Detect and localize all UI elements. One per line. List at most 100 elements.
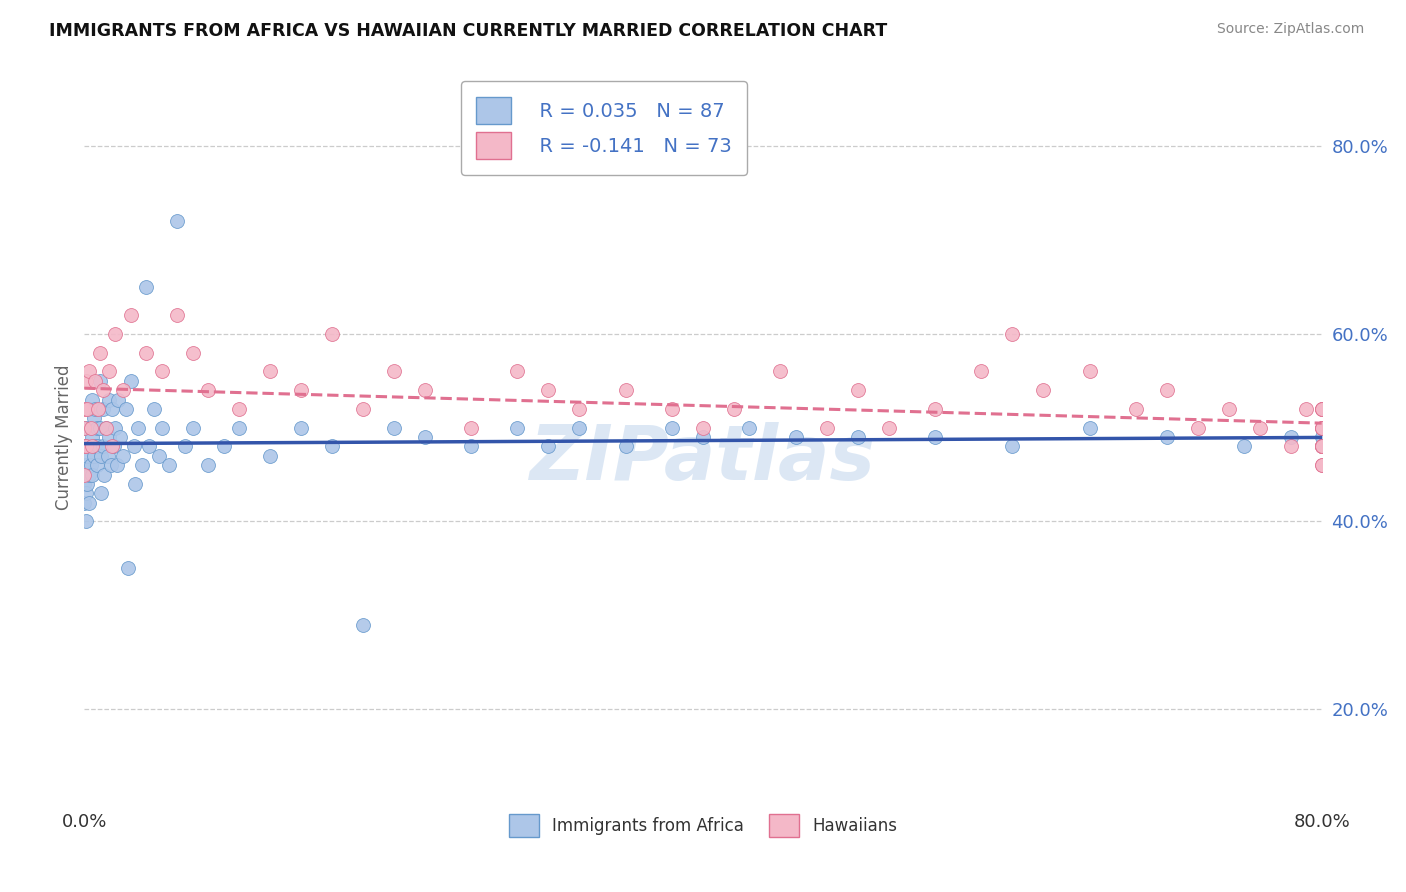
Point xyxy=(1279,430,1302,444)
Point xyxy=(75,458,97,473)
Point xyxy=(661,420,683,434)
Point xyxy=(1310,420,1333,434)
Point xyxy=(150,420,173,434)
Point xyxy=(723,401,745,416)
Point xyxy=(846,383,869,397)
Point xyxy=(101,401,124,416)
Point xyxy=(321,326,343,341)
Point xyxy=(1310,440,1333,454)
Text: ZIPatlas: ZIPatlas xyxy=(530,422,876,496)
Point xyxy=(460,420,482,434)
Point xyxy=(104,420,127,434)
Point xyxy=(1032,383,1054,397)
Point xyxy=(321,440,343,454)
Legend: Immigrants from Africa, Hawaiians: Immigrants from Africa, Hawaiians xyxy=(501,805,905,846)
Point xyxy=(79,420,101,434)
Point xyxy=(1125,401,1147,416)
Point xyxy=(614,440,637,454)
Point xyxy=(568,401,591,416)
Point xyxy=(82,440,104,454)
Point xyxy=(96,449,118,463)
Point xyxy=(181,345,204,359)
Point xyxy=(84,440,107,454)
Point xyxy=(120,374,142,388)
Point xyxy=(1310,440,1333,454)
Point xyxy=(105,458,128,473)
Point xyxy=(924,401,946,416)
Point xyxy=(76,401,98,416)
Point xyxy=(73,496,96,510)
Point xyxy=(1001,326,1024,341)
Point xyxy=(135,280,157,294)
Point xyxy=(382,364,405,378)
Point xyxy=(1310,440,1333,454)
Point xyxy=(924,430,946,444)
Point xyxy=(76,477,98,491)
Point xyxy=(1310,401,1333,416)
Point xyxy=(1310,458,1333,473)
Point xyxy=(1078,364,1101,378)
Point xyxy=(785,430,807,444)
Point xyxy=(259,449,281,463)
Point xyxy=(382,420,405,434)
Point xyxy=(94,420,117,434)
Point xyxy=(89,420,111,434)
Point xyxy=(413,383,436,397)
Point xyxy=(87,440,110,454)
Point xyxy=(148,449,170,463)
Point xyxy=(537,440,560,454)
Point xyxy=(352,401,374,416)
Point xyxy=(89,374,111,388)
Point xyxy=(159,458,180,473)
Point xyxy=(75,515,97,529)
Point xyxy=(1310,440,1333,454)
Point xyxy=(815,420,838,434)
Point xyxy=(846,430,869,444)
Point xyxy=(73,467,96,482)
Point xyxy=(98,392,121,407)
Point xyxy=(197,458,219,473)
Point xyxy=(82,467,104,482)
Point xyxy=(212,440,235,454)
Point xyxy=(1156,430,1178,444)
Point xyxy=(83,411,105,425)
Point xyxy=(1233,440,1256,454)
Point xyxy=(1310,440,1333,454)
Point xyxy=(150,364,173,378)
Point xyxy=(769,364,792,378)
Point xyxy=(460,440,482,454)
Point xyxy=(107,392,129,407)
Point xyxy=(90,486,112,500)
Point xyxy=(82,392,104,407)
Point xyxy=(84,401,107,416)
Point xyxy=(1218,401,1240,416)
Point xyxy=(290,383,312,397)
Point xyxy=(87,401,110,416)
Point xyxy=(103,440,125,454)
Point xyxy=(76,449,98,463)
Point xyxy=(104,326,127,341)
Point xyxy=(73,420,96,434)
Point xyxy=(93,467,115,482)
Point xyxy=(91,401,114,416)
Point xyxy=(135,345,157,359)
Point xyxy=(94,420,117,434)
Point xyxy=(738,420,761,434)
Point xyxy=(112,383,135,397)
Point xyxy=(1187,420,1209,434)
Point xyxy=(73,440,96,454)
Point xyxy=(124,477,146,491)
Point xyxy=(1310,440,1333,454)
Point xyxy=(1310,401,1333,416)
Point xyxy=(117,561,139,575)
Point xyxy=(77,467,100,482)
Point xyxy=(73,440,96,454)
Point xyxy=(1310,440,1333,454)
Point xyxy=(692,430,714,444)
Point xyxy=(75,440,97,454)
Point xyxy=(1310,458,1333,473)
Point xyxy=(79,420,101,434)
Point xyxy=(98,364,121,378)
Point xyxy=(1310,401,1333,416)
Point xyxy=(75,420,97,434)
